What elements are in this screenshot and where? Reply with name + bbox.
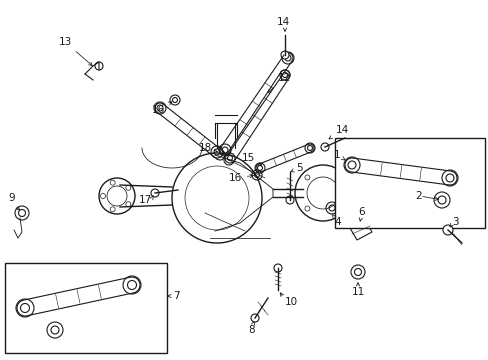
Circle shape xyxy=(285,196,293,204)
Circle shape xyxy=(320,143,328,151)
Text: 3: 3 xyxy=(451,217,458,227)
Text: 11: 11 xyxy=(351,287,364,297)
Text: 6: 6 xyxy=(358,207,365,221)
Text: 4: 4 xyxy=(331,214,341,227)
Text: 1: 1 xyxy=(333,150,339,160)
Text: 18: 18 xyxy=(198,143,217,153)
Text: 2: 2 xyxy=(414,191,421,201)
Bar xyxy=(5,263,167,353)
Text: 5: 5 xyxy=(295,163,302,173)
Text: 16: 16 xyxy=(228,173,253,183)
Circle shape xyxy=(151,189,159,197)
Circle shape xyxy=(442,225,452,235)
Text: 7: 7 xyxy=(173,291,179,301)
Circle shape xyxy=(250,314,259,322)
Text: 9: 9 xyxy=(9,193,15,203)
Text: 10: 10 xyxy=(285,297,298,307)
Circle shape xyxy=(273,264,282,272)
Text: 15: 15 xyxy=(241,153,261,165)
Text: 13: 13 xyxy=(58,37,92,66)
Text: 17: 17 xyxy=(138,195,151,205)
Text: 16: 16 xyxy=(151,102,171,115)
Text: 8: 8 xyxy=(248,325,255,335)
Text: 14: 14 xyxy=(276,17,289,27)
Text: 12: 12 xyxy=(267,73,291,93)
Circle shape xyxy=(281,51,288,59)
Text: 14: 14 xyxy=(328,125,348,139)
Bar xyxy=(334,138,484,228)
